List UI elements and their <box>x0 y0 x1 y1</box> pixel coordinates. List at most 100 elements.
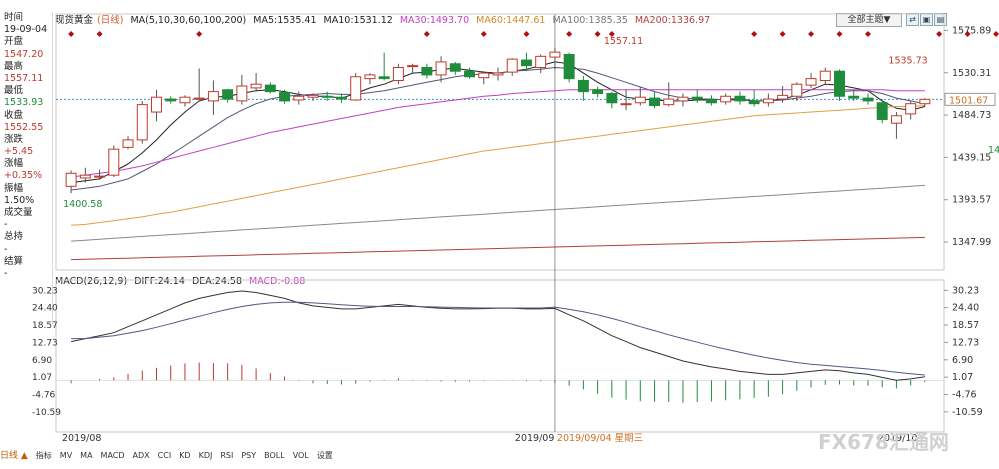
candle-up[interactable] <box>677 96 689 102</box>
event-marker-icon[interactable] <box>423 31 430 37</box>
candle-down[interactable] <box>734 95 746 102</box>
tab-7[interactable]: KD <box>179 451 191 460</box>
candle-down[interactable] <box>606 92 618 104</box>
candle-up[interactable] <box>506 58 518 73</box>
candle-up[interactable] <box>905 103 917 115</box>
candle-up[interactable] <box>151 96 162 113</box>
event-marker-icon[interactable] <box>836 31 843 37</box>
candle-up[interactable] <box>663 98 675 106</box>
candle-up[interactable] <box>777 94 789 100</box>
swap-icon[interactable]: ⇄ <box>906 13 919 26</box>
candle-up[interactable] <box>549 51 561 58</box>
tab-3[interactable]: MA <box>80 451 93 460</box>
candle-down[interactable] <box>520 59 532 67</box>
candle-up[interactable] <box>94 175 106 178</box>
candle-up[interactable] <box>136 104 148 141</box>
candle-down[interactable] <box>834 70 845 97</box>
tab-1[interactable]: 指标 <box>35 451 52 460</box>
candle-up[interactable] <box>65 172 77 187</box>
tab-9[interactable]: RSI <box>220 451 234 460</box>
candle-down[interactable] <box>421 66 433 76</box>
event-marker-icon[interactable] <box>808 31 815 37</box>
event-marker-icon[interactable] <box>523 31 530 37</box>
candle-up[interactable] <box>307 94 319 98</box>
info-panel: 时间 19-09-04 开盘 1547.20 最高 1557.11 最低 153… <box>0 12 53 324</box>
candle-down[interactable] <box>279 92 291 102</box>
tab-10[interactable]: PSY <box>241 451 257 460</box>
candle-up[interactable] <box>207 91 219 102</box>
tab-6[interactable]: CCI <box>157 451 172 460</box>
candle-down[interactable] <box>165 98 177 102</box>
event-marker-icon[interactable] <box>566 31 573 37</box>
main-panel-frame <box>55 13 945 271</box>
candle-down[interactable] <box>222 89 234 100</box>
event-marker-icon[interactable] <box>68 31 75 37</box>
candle-up[interactable] <box>79 174 91 179</box>
event-marker-icon[interactable] <box>751 31 758 37</box>
event-marker-icon[interactable] <box>936 31 943 37</box>
candle-up[interactable] <box>407 65 419 68</box>
candle-down[interactable] <box>577 79 589 93</box>
candle-up[interactable] <box>122 139 134 148</box>
candle-down[interactable] <box>464 70 476 78</box>
candle-down[interactable] <box>449 63 461 72</box>
tab-13[interactable]: 设置 <box>316 451 333 460</box>
macd-tick-label-right: 6.90 <box>952 355 973 366</box>
candle-down[interactable] <box>563 53 575 80</box>
event-marker-icon[interactable] <box>480 31 487 37</box>
candle-up[interactable] <box>819 70 831 81</box>
candle-down[interactable] <box>705 99 717 104</box>
event-marker-icon[interactable] <box>993 31 999 37</box>
tab-12[interactable]: VOL <box>292 451 309 460</box>
tab-11[interactable]: BOLL <box>264 451 285 460</box>
candle-up[interactable] <box>350 76 362 101</box>
tab-2[interactable]: MV <box>59 451 73 460</box>
tab-4[interactable]: MACD <box>100 451 125 460</box>
ma5-value: MA5:1535.41 <box>253 15 317 26</box>
candle-down[interactable] <box>691 96 703 100</box>
candle-up[interactable] <box>435 61 447 76</box>
candle-down[interactable] <box>649 97 661 107</box>
candle-up[interactable] <box>535 55 547 68</box>
candle-down[interactable] <box>378 76 390 80</box>
candle-down[interactable] <box>335 96 347 100</box>
candle-up[interactable] <box>791 83 803 97</box>
candle-up[interactable] <box>250 83 262 89</box>
candle-down[interactable] <box>862 97 874 102</box>
event-marker-icon[interactable] <box>608 31 615 37</box>
candle-up[interactable] <box>762 98 774 104</box>
candle-up[interactable] <box>492 72 504 76</box>
event-marker-icon[interactable] <box>864 31 871 37</box>
event-marker-icon[interactable] <box>964 31 971 37</box>
candle-up[interactable] <box>236 85 248 102</box>
amplitude-value: 1.50% <box>4 194 35 206</box>
candle-up[interactable] <box>620 103 632 106</box>
event-marker-icon[interactable] <box>779 31 786 37</box>
tab-5[interactable]: ADX <box>132 451 150 460</box>
event-marker-icon[interactable] <box>196 31 203 37</box>
candle-down[interactable] <box>876 102 888 120</box>
candle-down[interactable] <box>848 95 860 99</box>
candle-up[interactable] <box>805 78 817 86</box>
candle-up[interactable] <box>392 66 404 81</box>
candle-up[interactable] <box>193 97 205 100</box>
candle-up[interactable] <box>108 148 120 176</box>
candle-down[interactable] <box>592 89 604 94</box>
candle-up[interactable] <box>634 96 646 104</box>
candle-down[interactable] <box>264 84 276 93</box>
candle-up[interactable] <box>478 72 490 79</box>
candle-up[interactable] <box>293 95 305 101</box>
tab-0[interactable]: 日线 ▲ <box>0 451 28 461</box>
candle-up[interactable] <box>720 95 732 103</box>
candle-up[interactable] <box>890 115 902 124</box>
tab-8[interactable]: KDJ <box>198 451 213 460</box>
candle-down[interactable] <box>748 100 760 105</box>
window-icon[interactable]: ▣ <box>920 13 933 26</box>
candle-up[interactable] <box>919 98 931 105</box>
event-marker-icon[interactable] <box>96 31 103 37</box>
candle-up[interactable] <box>179 96 191 104</box>
event-marker-icon[interactable] <box>594 31 601 37</box>
candle-up[interactable] <box>364 74 376 80</box>
candle-down[interactable] <box>321 95 333 98</box>
